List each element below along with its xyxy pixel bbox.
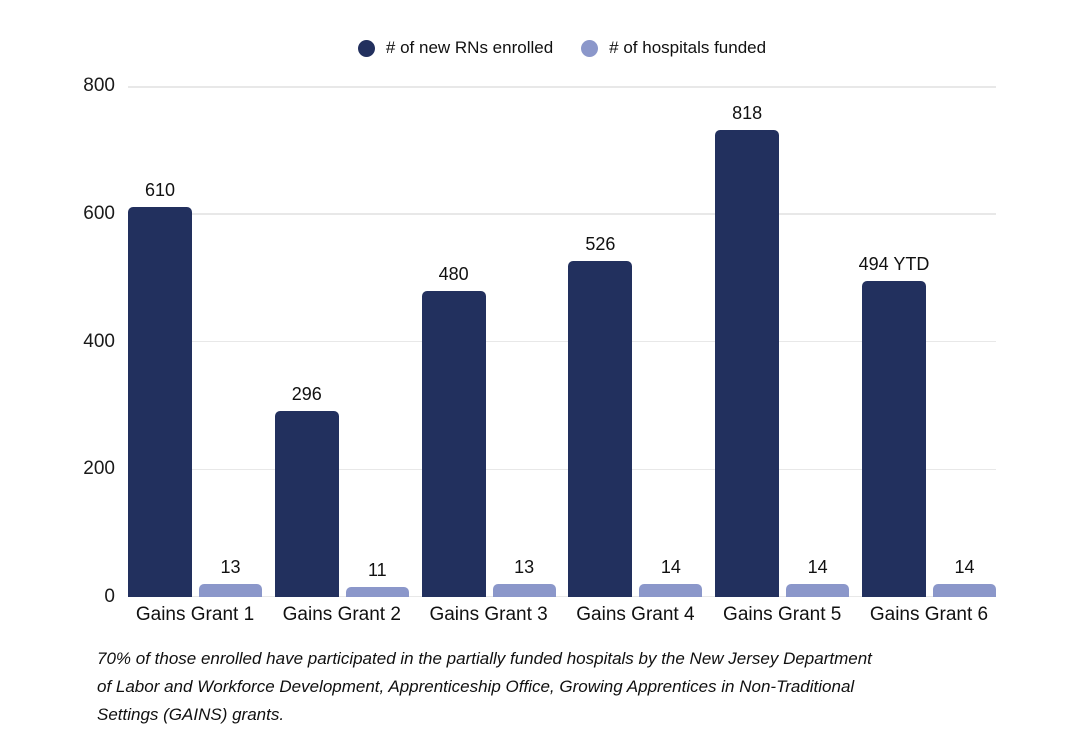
gridline-600 — [128, 213, 996, 215]
legend-item-of-new-rns-enrolled: # of new RNs enrolled — [357, 38, 554, 58]
bar-group-gains-grant-2: 296 11 — [274, 86, 409, 597]
y-tick-label-400: 400 — [83, 330, 115, 352]
legend-item-of-hospitals-funded: # of hospitals funded — [581, 38, 766, 58]
value-label-of-hospitals-funded-gains-grant-3: 13 — [514, 557, 535, 578]
x-axis-label-gains-grant-6: Gains Grant 6 — [869, 604, 989, 625]
y-tick-label-0: 0 — [104, 586, 115, 607]
bar-of-hospitals-funded-gains-grant-5 — [786, 584, 850, 597]
y-tick-label-200: 200 — [83, 458, 115, 480]
gridline-400 — [128, 340, 996, 343]
bar-of-hospitals-funded-gains-grant-6 — [932, 584, 996, 597]
legend-item-label: # of new RNs enrolled — [385, 38, 554, 57]
bar-of-new-rns-enrolled-gains-grant-3 — [421, 291, 486, 597]
bar-of-new-rns-enrolled-gains-grant-5 — [715, 130, 780, 597]
legend-circle-dot-icon — [581, 39, 599, 57]
value-label-of-new-rns-enrolled-gains-grant-6: 494 YTD — [858, 253, 930, 274]
bar-of-hospitals-funded-gains-grant-1 — [199, 584, 262, 597]
value-label-of-hospitals-funded-gains-grant-6: 14 — [954, 557, 975, 578]
x-axis-label-gains-grant-1: Gains Grant 1 — [135, 604, 255, 625]
chart-legend: # of new RNs enrolled # of hospitals fund… — [128, 38, 996, 58]
chart-footnote: 70% of those enrolled have participated … — [97, 645, 1027, 729]
legend-circle-dot-icon — [357, 39, 375, 57]
bar-group-gains-grant-4: 526 14 — [568, 86, 703, 597]
bar-group-gains-grant-1: 610 13 — [128, 86, 262, 597]
bar-of-new-rns-enrolled-gains-grant-6 — [861, 280, 926, 597]
bar-of-new-rns-enrolled-gains-grant-2 — [274, 411, 339, 597]
x-axis-label-gains-grant-3: Gains Grant 3 — [429, 604, 548, 625]
value-label-of-new-rns-enrolled-gains-grant-2: 296 — [291, 384, 322, 405]
footnote-line-1: 70% of those enrolled have participated … — [97, 649, 872, 668]
gridline-200 — [128, 468, 996, 470]
footnote-line-2: of Labor and Workforce Development, Appr… — [97, 677, 855, 696]
bar-of-hospitals-funded-gains-grant-4 — [639, 584, 703, 597]
bar-group-gains-grant-5: 818 14 — [715, 86, 850, 597]
bar-of-new-rns-enrolled-gains-grant-1 — [128, 207, 192, 597]
x-axis-label-gains-grant-4: Gains Grant 4 — [576, 604, 695, 625]
bar-of-hospitals-funded-gains-grant-3 — [492, 584, 556, 597]
bar-group-gains-grant-3: 480 13 — [421, 86, 556, 597]
value-label-of-new-rns-enrolled-gains-grant-1: 610 — [144, 180, 176, 201]
value-label-of-hospitals-funded-gains-grant-4: 14 — [660, 557, 681, 578]
plot-area: 610 13 296 11 480 13 526 14 818 14 494 YTD 14 — [128, 86, 996, 597]
gridline-800 — [128, 86, 996, 88]
x-axis-label-gains-grant-2: Gains Grant 2 — [282, 604, 401, 625]
footnote-line-3: Settings (GAINS) grants. — [97, 705, 285, 724]
value-label-of-new-rns-enrolled-gains-grant-3: 480 — [438, 264, 469, 285]
x-axis: Gains Grant 1 Gains Grant 2 Gains Grant 3 G… — [128, 604, 996, 626]
value-label-of-new-rns-enrolled-gains-grant-4: 526 — [585, 234, 616, 255]
bar-of-hospitals-funded-gains-grant-2 — [345, 586, 409, 597]
value-label-of-hospitals-funded-gains-grant-5: 14 — [807, 557, 828, 578]
value-label-of-new-rns-enrolled-gains-grant-5: 818 — [732, 103, 763, 124]
legend-item-label: # of hospitals funded — [609, 38, 767, 57]
y-tick-label-800: 800 — [83, 75, 115, 96]
gridline-0 — [128, 595, 996, 597]
value-label-of-hospitals-funded-gains-grant-1: 13 — [220, 557, 241, 578]
y-tick-label-600: 600 — [83, 202, 115, 224]
bar-group-gains-grant-6: 494 YTD 14 — [858, 86, 996, 597]
y-axis: 0 200 400 600 800 — [0, 75, 115, 607]
bar-of-new-rns-enrolled-gains-grant-4 — [568, 261, 633, 597]
value-label-of-hospitals-funded-gains-grant-2: 11 — [367, 559, 387, 580]
x-axis-label-gains-grant-5: Gains Grant 5 — [723, 604, 842, 625]
